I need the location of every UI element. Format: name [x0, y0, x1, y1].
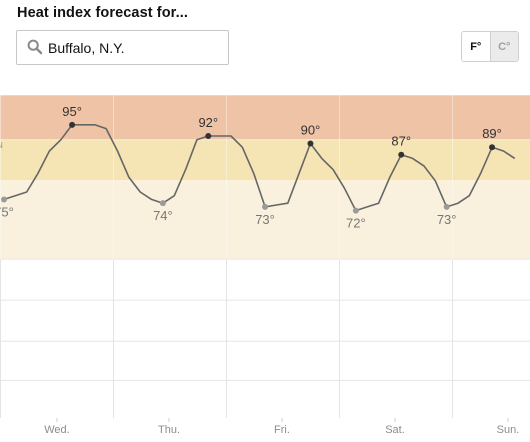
unit-toggle: F° C° — [461, 31, 519, 62]
high-point — [69, 121, 76, 128]
x-axis-day-label: Wed. — [44, 424, 69, 436]
location-search-field[interactable]: Buffalo, N.Y. — [16, 30, 229, 65]
high-temp-label: 87° — [391, 134, 411, 149]
x-axis-day-label: Thu. — [158, 424, 180, 436]
search-input-value[interactable]: Buffalo, N.Y. — [48, 40, 125, 56]
low-temp-label: 73° — [255, 212, 275, 227]
x-axis-day-label: Sun. — [497, 424, 520, 436]
low-temp-label: 74° — [153, 208, 173, 223]
low-point — [262, 203, 269, 210]
low-point — [352, 207, 359, 214]
band-label: N — [0, 141, 3, 150]
high-point — [489, 144, 496, 151]
low-point — [159, 200, 166, 207]
band-extreme-caution — [0, 139, 530, 181]
heat-index-line — [3, 124, 516, 212]
band-danger — [0, 95, 530, 140]
x-axis-day-label: Sat. — [385, 424, 405, 436]
x-axis-day-label: Fri. — [274, 424, 290, 436]
high-point — [398, 151, 405, 158]
high-temp-label: 92° — [198, 115, 218, 130]
search-icon — [27, 39, 43, 55]
high-point — [307, 140, 314, 147]
low-point — [443, 203, 450, 210]
low-temp-label: 75° — [0, 204, 14, 219]
fahrenheit-button[interactable]: F° — [462, 32, 490, 61]
high-point — [205, 133, 212, 140]
high-temp-label: 89° — [482, 126, 502, 141]
low-point — [1, 196, 7, 203]
low-temp-label: 72° — [346, 216, 366, 231]
high-temp-label: 90° — [301, 123, 321, 138]
page-heading: Heat index forecast for... — [17, 5, 189, 21]
low-temp-label: 73° — [437, 212, 457, 227]
high-temp-label: 95° — [62, 104, 82, 119]
celsius-button[interactable]: C° — [489, 32, 518, 61]
